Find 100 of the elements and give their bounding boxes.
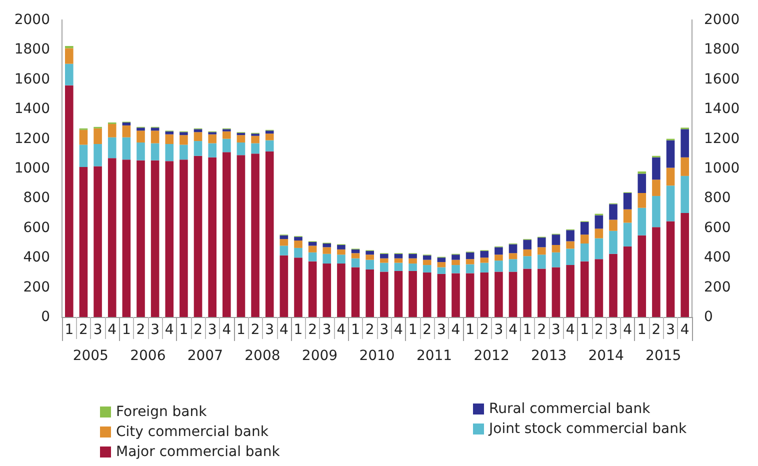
bar — [408, 258, 417, 264]
bar — [280, 255, 288, 317]
bar — [308, 242, 317, 246]
bar — [480, 262, 489, 272]
bar — [150, 128, 160, 131]
bar — [265, 140, 274, 152]
bar — [538, 254, 546, 269]
bar — [638, 208, 646, 236]
bar — [366, 254, 374, 260]
bar — [394, 270, 403, 317]
bar — [236, 135, 246, 143]
bar — [208, 157, 216, 317]
bar — [566, 248, 574, 266]
bar — [523, 240, 532, 250]
x-tick-label: 2 — [594, 322, 604, 338]
bar — [337, 264, 346, 317]
bar — [194, 129, 202, 132]
bar — [494, 260, 503, 272]
x-tick-label: 1 — [351, 322, 360, 338]
bar — [94, 166, 102, 317]
bar — [666, 186, 675, 222]
y2-tick-label: 200 — [704, 279, 731, 296]
bar — [437, 262, 446, 268]
bar — [552, 267, 560, 317]
bar — [652, 196, 660, 228]
y-tick-label: 600 — [23, 220, 50, 236]
bar — [165, 134, 174, 144]
bar — [351, 267, 360, 317]
bar — [580, 234, 589, 244]
bar — [638, 174, 646, 194]
bar — [322, 254, 332, 264]
bar — [136, 128, 145, 131]
bar — [180, 160, 188, 317]
y2-tick-label: 1600 — [704, 71, 740, 88]
bar — [422, 272, 432, 317]
bar — [322, 243, 332, 248]
bar — [394, 258, 403, 263]
x-tick-label: 3 — [265, 322, 274, 338]
bar — [623, 222, 632, 246]
x-tick-label: 4 — [108, 322, 117, 338]
bar — [251, 143, 260, 154]
x-tick-label: 3 — [608, 322, 618, 338]
x-tick-label: 1 — [179, 322, 188, 338]
bar — [666, 221, 675, 317]
bar — [280, 239, 288, 246]
bar — [566, 241, 574, 249]
bar — [552, 244, 560, 252]
bar — [251, 136, 260, 144]
bar — [322, 264, 332, 317]
bar — [566, 265, 574, 317]
bar — [594, 238, 604, 260]
bar — [609, 204, 618, 220]
y2-tick-label: 2000 — [704, 12, 740, 28]
bar — [437, 267, 446, 274]
x-tick-label: 3 — [552, 322, 560, 338]
bar — [366, 260, 374, 270]
bar — [108, 158, 116, 317]
bar — [180, 144, 188, 160]
bar — [280, 235, 288, 240]
bar — [308, 261, 317, 317]
bar — [165, 131, 174, 134]
bar — [652, 227, 660, 317]
bar — [422, 260, 432, 266]
bar — [422, 265, 432, 272]
x-tick-label: 4 — [222, 322, 232, 338]
y-tick-label: 1200 — [14, 130, 50, 147]
bar — [150, 143, 160, 160]
x-tick-label: 3 — [666, 322, 675, 338]
bar — [609, 230, 618, 254]
bar — [680, 213, 689, 317]
legend-label: City commercial bank — [116, 424, 270, 440]
x-tick-label: 1 — [466, 322, 475, 338]
y2-tick-label: 600 — [704, 220, 731, 236]
bar — [265, 134, 274, 140]
y-tick-label: 800 — [23, 190, 50, 206]
x-tick-label: 1 — [236, 322, 246, 338]
text: 2005 — [72, 348, 108, 364]
legend-label: Major commercial bank — [116, 444, 281, 460]
bar — [623, 246, 632, 317]
bar — [294, 240, 302, 248]
bar — [94, 144, 102, 166]
bar — [523, 256, 532, 269]
bar — [380, 262, 388, 272]
y-tick-label: 2000 — [14, 12, 50, 28]
bar — [280, 246, 288, 256]
bar — [666, 168, 675, 186]
bar — [380, 254, 388, 258]
bar — [594, 215, 604, 229]
bar — [538, 247, 546, 255]
bar — [408, 254, 417, 258]
text: 2011 — [416, 348, 452, 364]
y-tick-label: 200 — [23, 279, 50, 296]
bar — [236, 155, 246, 317]
x-tick-label: 4 — [508, 322, 518, 338]
bar — [165, 161, 174, 317]
bar — [452, 260, 460, 266]
bar — [508, 259, 518, 272]
bar — [294, 236, 302, 241]
bar — [466, 264, 474, 274]
bar — [466, 273, 474, 317]
